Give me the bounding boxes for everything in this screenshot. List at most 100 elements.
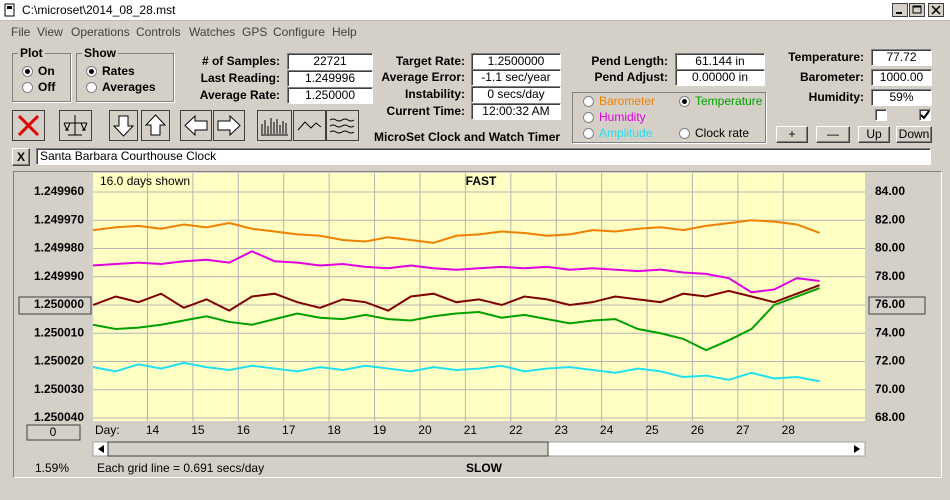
- legend-label[interactable]: Barometer: [599, 94, 656, 108]
- series-line: [92, 219, 820, 244]
- checkbox[interactable]: [875, 109, 887, 121]
- title-bar: C:\microset\2014_08_28.mst: [0, 0, 950, 21]
- field-value: 77.72: [871, 49, 932, 66]
- field-label: Average Rate:: [199, 88, 280, 102]
- offset-value: 0: [50, 425, 57, 439]
- y2-tick-label: 80.00: [875, 241, 905, 255]
- series-line: [92, 284, 820, 312]
- legend-label[interactable]: Humidity: [599, 110, 646, 124]
- y2-tick-label: 76.00: [875, 297, 905, 311]
- bars-button[interactable]: [257, 110, 292, 141]
- field-label: Instability:: [404, 87, 465, 101]
- button[interactable]: —: [816, 126, 850, 143]
- left-button[interactable]: [180, 110, 212, 141]
- menu-item[interactable]: Operations: [71, 25, 130, 39]
- y-tick-label: 1.250020: [34, 354, 84, 368]
- x-tick-label: 18: [327, 423, 341, 437]
- x-tick-label: 23: [555, 423, 569, 437]
- radio[interactable]: [22, 66, 33, 77]
- radio[interactable]: [679, 96, 690, 107]
- field-label: Barometer:: [799, 70, 864, 84]
- waves-button[interactable]: [326, 110, 359, 141]
- x-axis-label: Day:: [95, 423, 120, 437]
- button[interactable]: Down: [896, 126, 932, 143]
- radio[interactable]: [583, 112, 594, 123]
- series-selector: [572, 92, 766, 143]
- top-label: FAST: [466, 174, 497, 188]
- field-value: 12:00:32 AM: [471, 103, 561, 120]
- radio-dot: [25, 69, 30, 74]
- legend-label[interactable]: Amplitude: [599, 126, 653, 140]
- axis-marker-box[interactable]: [18, 296, 92, 315]
- radio[interactable]: [583, 96, 594, 107]
- check: [920, 110, 930, 120]
- menu-item[interactable]: Help: [332, 25, 357, 39]
- field-value: 1000.00: [871, 69, 932, 86]
- field-value: 1.249996: [287, 70, 373, 87]
- bottom-label: SLOW: [466, 461, 503, 475]
- checkbox[interactable]: [919, 109, 931, 121]
- y2-tick-label: 68.00: [875, 410, 905, 424]
- radio[interactable]: [679, 128, 690, 139]
- y-tick-label: 1.250010: [34, 325, 84, 339]
- menu-item[interactable]: GPS: [242, 25, 268, 39]
- app-icon: [4, 3, 15, 17]
- x-tick-label: 14: [146, 423, 160, 437]
- menu-item[interactable]: File: [11, 25, 31, 39]
- clock-name-field[interactable]: Santa Barbara Courthouse Clock: [36, 148, 931, 165]
- y2-tick-label: 84.00: [875, 184, 905, 198]
- button[interactable]: +: [776, 126, 808, 143]
- x-tick-label: 26: [691, 423, 705, 437]
- line-button[interactable]: [293, 110, 326, 141]
- window-controls[interactable]: [892, 3, 946, 18]
- down-button[interactable]: [109, 110, 138, 141]
- series-line: [92, 250, 820, 294]
- menu-item[interactable]: Configure: [273, 25, 326, 39]
- y2-tick-label: 74.00: [875, 325, 905, 339]
- stop-button[interactable]: [12, 110, 45, 141]
- menu-item[interactable]: Controls: [136, 25, 181, 39]
- field-label: Pend Length:: [591, 54, 668, 68]
- menu-item[interactable]: Watches: [189, 25, 236, 39]
- x-tick-label: 28: [782, 423, 796, 437]
- radio-label[interactable]: Rates: [102, 64, 135, 78]
- field-label: Average Error:: [381, 70, 465, 84]
- legend-label[interactable]: Clock rate: [695, 126, 750, 140]
- radio[interactable]: [22, 82, 33, 93]
- field-value: 1.2500000: [471, 53, 561, 70]
- x-tick-label: 16: [237, 423, 251, 437]
- x-tick-label: 25: [645, 423, 659, 437]
- button[interactable]: Up: [858, 126, 890, 143]
- radio[interactable]: [86, 66, 97, 77]
- field-label: Target Rate:: [395, 54, 465, 68]
- field-value: 22721: [287, 53, 373, 70]
- radio[interactable]: [583, 128, 594, 139]
- menu-item[interactable]: View: [37, 25, 63, 39]
- close-clock-button[interactable]: X: [12, 148, 30, 166]
- scrollbar-thumb[interactable]: [107, 441, 549, 457]
- radio-label[interactable]: Off: [38, 80, 56, 94]
- y-tick-label: 1.250000: [34, 297, 84, 311]
- field-value: 0.00000 in: [675, 69, 765, 86]
- axis-marker-box[interactable]: [868, 296, 926, 315]
- scroll-left[interactable]: [98, 445, 104, 453]
- scroll-right[interactable]: [854, 445, 860, 453]
- field-value: 59%: [871, 89, 932, 106]
- status: 1.59%: [35, 461, 69, 475]
- chart-header: 16.0 days shown: [100, 174, 190, 188]
- x-tick-label: 21: [464, 423, 478, 437]
- y-tick-label: 1.250040: [34, 410, 84, 424]
- radio-label[interactable]: On: [38, 64, 55, 78]
- footer: Each grid line = 0.691 secs/day: [97, 461, 264, 475]
- window-title: C:\microset\2014_08_28.mst: [22, 3, 176, 17]
- radio-dot: [89, 69, 94, 74]
- balance-button[interactable]: [59, 110, 92, 141]
- offset-button[interactable]: [26, 424, 81, 441]
- series-line: [92, 361, 820, 383]
- y2-tick-label: 78.00: [875, 269, 905, 283]
- up-button[interactable]: [141, 110, 170, 141]
- radio-label[interactable]: Averages: [102, 80, 156, 94]
- right-button[interactable]: [213, 110, 245, 141]
- legend-label[interactable]: Temperature: [695, 94, 763, 108]
- radio[interactable]: [86, 82, 97, 93]
